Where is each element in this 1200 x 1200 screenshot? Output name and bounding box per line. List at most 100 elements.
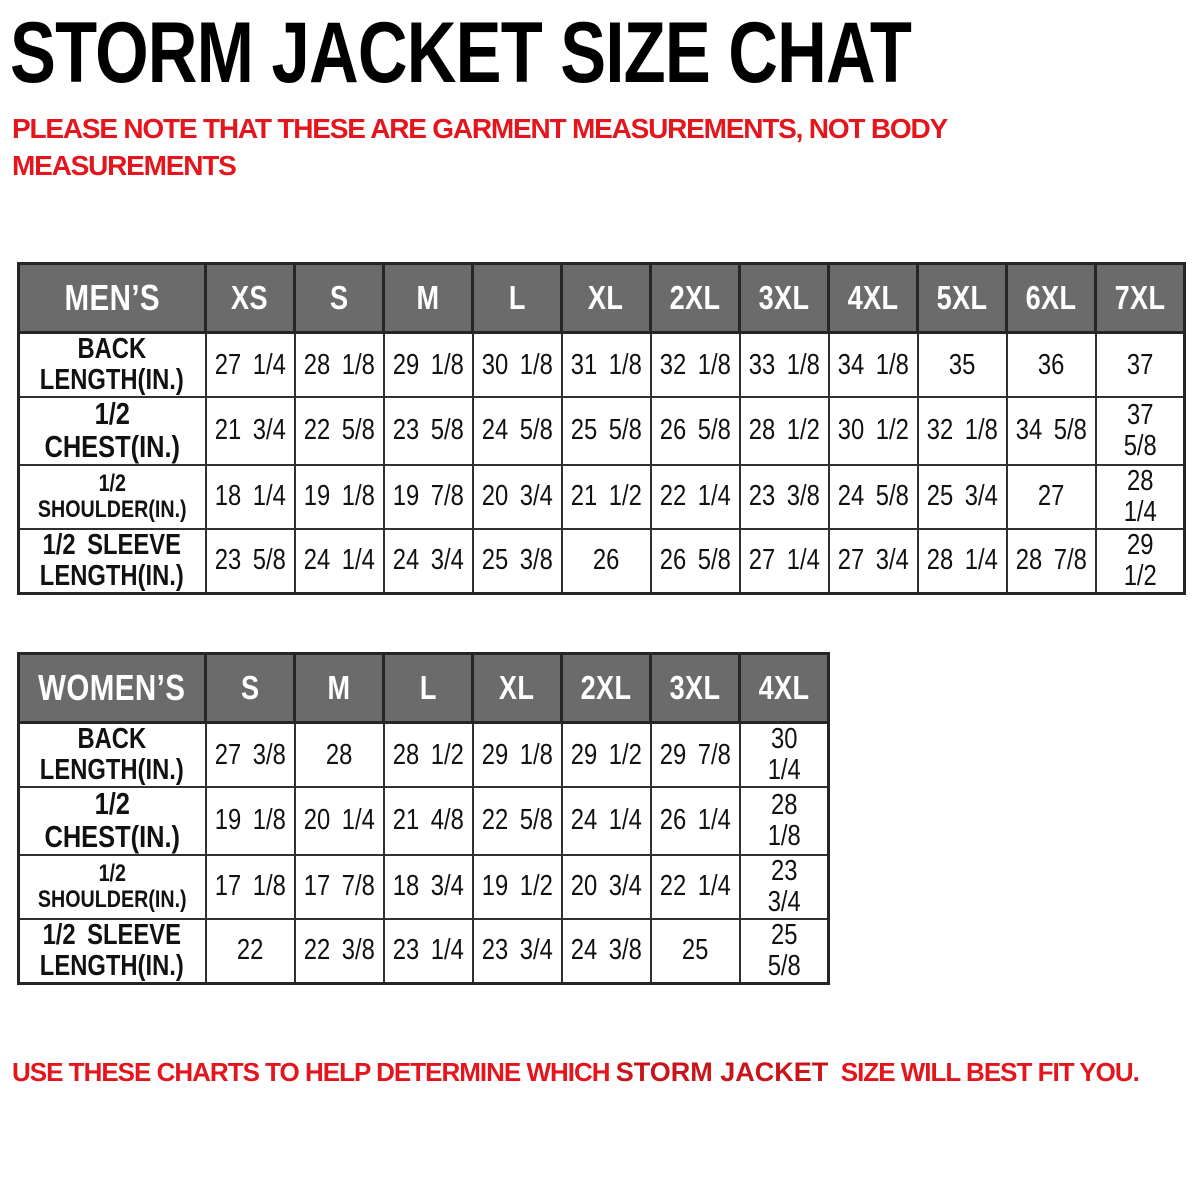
mens-half-shoulder-cell-text: 21 1/2 [570,480,642,513]
mens-back-length-cell: 27 1/4 [204,331,296,398]
womens-half-shoulder-cell: 19 1/2 [471,853,563,920]
womens-back-length-cell: 29 7/8 [649,721,741,788]
mens-half-sleeve-cell-text: 26 5/8 [659,544,731,577]
footer-prefix: USE THESE CHARTS TO HELP DETERMINE WHICH [12,1057,616,1087]
mens-half-sleeve-cell-text: 24 3/4 [392,544,464,577]
mens-size-header: XS [204,262,296,334]
womens-back-length-cell: 27 3/8 [204,721,296,788]
mens-half-shoulder-cell-text: 25 3/4 [926,480,998,513]
mens-size-header-text: 7XL [1114,278,1166,316]
womens-size-header-text: 4XL [758,668,810,706]
mens-size-header-text: 5XL [936,278,988,316]
mens-half-shoulder-cell: 20 3/4 [471,463,563,530]
womens-half-chest-cell: 28 1/8 [738,786,830,856]
womens-half-shoulder-cell: 22 1/4 [649,853,741,920]
womens-header-row: WOMEN’S S M L XL 2XL 3XL 4XL [17,652,830,724]
footer-fit-note: USE THESE CHARTS TO HELP DETERMINE WHICH… [12,1057,1140,1088]
mens-back-length-cell: 28 1/8 [293,331,385,398]
mens-half-shoulder-cell: 28 1/4 [1094,463,1186,530]
womens-table-name: WOMEN’S [38,666,186,708]
mens-back-length-cell: 31 1/8 [560,331,652,398]
mens-half-sleeve-cell: 25 3/8 [471,527,563,595]
mens-back-length-cell-text: 31 1/8 [570,348,642,381]
womens-half-chest-cell: 21 4/8 [382,786,474,856]
mens-half-sleeve-cell: 28 1/4 [916,527,1008,595]
mens-back-length-cell-text: 36 [1037,348,1065,381]
mens-back-length-cell-text: 33 1/8 [748,348,820,381]
womens-half-chest-label-cell: 1/2 CHEST(IN.) [17,786,207,856]
mens-back-length-cell: 36 [1005,331,1097,398]
womens-half-shoulder-cell: 18 3/4 [382,853,474,920]
mens-back-length-cell: 37 [1094,331,1186,398]
mens-back-length-cell: 32 1/8 [649,331,741,398]
mens-back-length-cell: 33 1/8 [738,331,830,398]
womens-half-sleeve-cell-text: 22 [236,934,264,967]
womens-back-length-cell-text: 30 1/4 [767,723,801,786]
mens-back-length-cell-text: 27 1/4 [214,348,286,381]
womens-back-length-cell: 28 [293,721,385,788]
womens-half-chest-cell: 19 1/8 [204,786,296,856]
mens-half-shoulder-cell-text: 18 1/4 [214,480,286,513]
mens-half-sleeve-cell-text: 25 3/8 [481,544,553,577]
mens-half-sleeve-cell: 28 7/8 [1005,527,1097,595]
mens-half-sleeve-cell: 27 1/4 [738,527,830,595]
mens-half-chest-cell-text: 26 5/8 [659,414,731,447]
mens-size-header: 2XL [649,262,741,334]
mens-half-sleeve-cell-text: 27 3/4 [837,544,909,577]
row-label-half-shoulder: 1/2 SHOULDER(IN.) [37,860,187,913]
womens-back-length-cell-text: 28 [325,738,353,771]
mens-size-header-text: M [416,278,440,316]
womens-half-chest-cell: 20 1/4 [293,786,385,856]
mens-half-shoulder-row: 1/2 SHOULDER(IN.) 18 1/4 19 1/8 19 7/8 20 3… [17,463,1186,530]
mens-back-length-cell-text: 30 1/8 [481,348,553,381]
mens-half-sleeve-cell: 26 [560,527,652,595]
mens-half-sleeve-cell: 24 3/4 [382,527,474,595]
womens-half-sleeve-cell: 22 [204,917,296,985]
womens-half-chest-cell-text: 26 1/4 [659,804,731,837]
mens-half-shoulder-cell-text: 27 [1037,480,1065,513]
mens-size-header-text: 3XL [758,278,810,316]
mens-size-header: 5XL [916,262,1008,334]
womens-half-chest-cell: 22 5/8 [471,786,563,856]
mens-size-header: XL [560,262,652,334]
mens-back-length-label-cell: BACK LENGTH(IN.) [17,331,207,398]
womens-back-length-cell: 30 1/4 [738,721,830,788]
row-label-half-chest: 1/2 CHEST(IN.) [44,396,181,464]
mens-size-header: 6XL [1005,262,1097,334]
womens-half-shoulder-cell: 17 7/8 [293,853,385,920]
mens-half-shoulder-cell: 19 1/8 [293,463,385,530]
mens-half-sleeve-cell-text: 28 7/8 [1015,544,1087,577]
mens-half-shoulder-cell-text: 19 1/8 [303,480,375,513]
womens-half-shoulder-cell-text: 17 1/8 [214,870,286,903]
mens-back-length-cell: 30 1/8 [471,331,563,398]
womens-size-header: L [382,652,474,724]
mens-half-sleeve-cell-text: 28 1/4 [926,544,998,577]
mens-back-length-cell: 29 1/8 [382,331,474,398]
mens-half-chest-cell: 21 3/4 [204,396,296,466]
mens-size-header-text: L [508,278,526,316]
womens-half-chest-cell: 26 1/4 [649,786,741,856]
row-label-half-shoulder: 1/2 SHOULDER(IN.) [37,470,187,523]
mens-half-shoulder-cell-text: 19 7/8 [392,480,464,513]
womens-table-head: WOMEN’S S M L XL 2XL 3XL 4XL [17,652,830,724]
womens-half-chest-cell-text: 19 1/8 [214,804,286,837]
womens-half-shoulder-cell-text: 17 7/8 [303,870,375,903]
womens-half-shoulder-cell: 17 1/8 [204,853,296,920]
womens-half-sleeve-cell-text: 23 3/4 [481,934,553,967]
womens-half-sleeve-row: 1/2 SLEEVE LENGTH(IN.) 22 22 3/8 23 1/4 23 … [17,917,830,985]
mens-size-header-text: S [329,278,349,316]
womens-half-shoulder-label-cell: 1/2 SHOULDER(IN.) [17,853,207,920]
mens-back-length-cell-text: 28 1/8 [303,348,375,381]
mens-table-name-cell: MEN’S [17,262,207,334]
womens-back-length-cell-text: 29 1/8 [481,738,553,771]
mens-table-head: MEN’S XS S M L XL 2XL 3XL 4XL 5XL 6XL 7XL [17,262,1186,334]
mens-half-sleeve-cell-text: 26 [592,544,620,577]
mens-size-header-text: XS [231,278,269,316]
womens-half-sleeve-cell: 23 1/4 [382,917,474,985]
mens-half-sleeve-row: 1/2 SLEEVE LENGTH(IN.) 23 5/8 24 1/4 24 3/… [17,527,1186,595]
mens-half-chest-cell-text: 25 5/8 [570,414,642,447]
mens-half-chest-cell-text: 37 5/8 [1123,399,1157,462]
womens-size-header: M [293,652,385,724]
mens-back-length-cell-text: 37 [1126,348,1153,381]
